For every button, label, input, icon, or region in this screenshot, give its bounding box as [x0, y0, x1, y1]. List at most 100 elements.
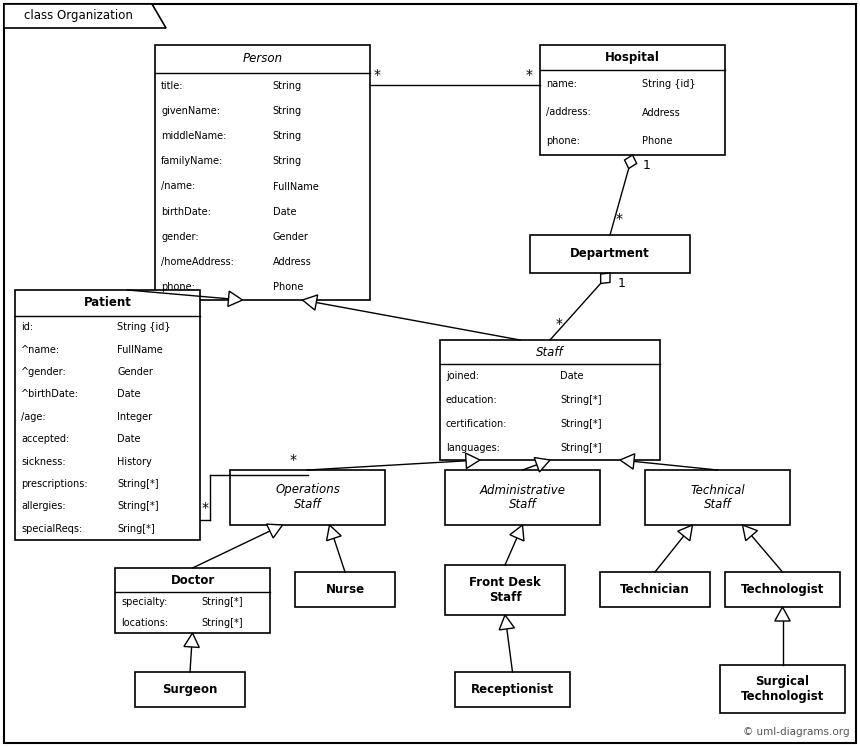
Text: String[*]: String[*]: [117, 501, 159, 512]
Text: FullName: FullName: [117, 344, 163, 355]
Text: /homeAddress:: /homeAddress:: [161, 257, 234, 267]
Text: class Organization: class Organization: [23, 10, 132, 22]
Text: *: *: [290, 453, 297, 467]
Text: Doctor: Doctor: [170, 574, 215, 586]
Text: certification:: certification:: [446, 419, 507, 429]
Text: middleName:: middleName:: [161, 131, 226, 141]
Bar: [15, 290, 200, 540]
Bar: [445, 470, 600, 525]
Polygon shape: [620, 453, 635, 469]
Text: String[*]: String[*]: [201, 618, 243, 627]
Polygon shape: [624, 155, 636, 169]
Text: String: String: [273, 131, 302, 141]
Text: Staff: Staff: [536, 346, 564, 359]
Text: String[*]: String[*]: [561, 419, 602, 429]
Text: Technician: Technician: [620, 583, 690, 596]
Text: sickness:: sickness:: [21, 456, 65, 467]
Polygon shape: [742, 525, 758, 541]
Text: FullName: FullName: [273, 182, 318, 191]
Text: Nurse: Nurse: [325, 583, 365, 596]
Text: Sring[*]: Sring[*]: [117, 524, 155, 534]
Polygon shape: [327, 525, 341, 541]
Bar: [445, 565, 565, 615]
Text: specialReqs:: specialReqs:: [21, 524, 83, 534]
Polygon shape: [775, 607, 790, 621]
Text: givenName:: givenName:: [161, 106, 220, 116]
Text: *: *: [556, 317, 563, 331]
Text: *: *: [526, 68, 533, 82]
Text: String: String: [273, 106, 302, 116]
Text: phone:: phone:: [546, 136, 580, 146]
Bar: [230, 470, 385, 525]
Polygon shape: [534, 458, 550, 472]
Text: *: *: [374, 68, 381, 82]
Bar: [645, 470, 790, 525]
Bar: [155, 45, 370, 300]
Text: String[*]: String[*]: [201, 598, 243, 607]
Polygon shape: [4, 4, 166, 28]
Polygon shape: [510, 525, 524, 541]
Bar: [440, 340, 660, 460]
Text: ^gender:: ^gender:: [21, 367, 67, 377]
Text: Surgical
Technologist: Surgical Technologist: [740, 675, 824, 703]
Text: languages:: languages:: [446, 443, 500, 453]
Text: String: String: [273, 156, 302, 167]
Bar: [455, 672, 570, 707]
Text: Technical
Staff: Technical Staff: [691, 483, 745, 512]
Polygon shape: [600, 273, 610, 283]
Text: History: History: [117, 456, 152, 467]
Text: String[*]: String[*]: [561, 395, 602, 405]
Text: name:: name:: [546, 79, 577, 89]
Text: © uml-diagrams.org: © uml-diagrams.org: [743, 727, 850, 737]
Text: Department: Department: [570, 247, 650, 261]
Text: Gender: Gender: [273, 232, 309, 242]
Text: accepted:: accepted:: [21, 434, 70, 444]
Text: phone:: phone:: [161, 282, 195, 292]
Text: Front Desk
Staff: Front Desk Staff: [469, 576, 541, 604]
Text: education:: education:: [446, 395, 498, 405]
Bar: [600, 572, 710, 607]
Bar: [540, 45, 725, 155]
Text: locations:: locations:: [121, 618, 168, 627]
Text: Gender: Gender: [117, 367, 153, 377]
Polygon shape: [303, 295, 317, 310]
Text: Patient: Patient: [83, 297, 132, 309]
Text: Operations
Staff: Operations Staff: [275, 483, 340, 512]
Text: specialty:: specialty:: [121, 598, 168, 607]
Text: familyName:: familyName:: [161, 156, 224, 167]
Text: String: String: [273, 81, 302, 90]
Text: Person: Person: [243, 52, 283, 66]
Text: /address:: /address:: [546, 108, 591, 117]
Text: id:: id:: [21, 322, 34, 332]
Text: Address: Address: [642, 108, 681, 117]
Text: *: *: [202, 501, 209, 515]
Text: Receptionist: Receptionist: [471, 683, 554, 696]
Text: /age:: /age:: [21, 412, 46, 422]
Text: allergies:: allergies:: [21, 501, 65, 512]
Text: Hospital: Hospital: [605, 51, 660, 64]
Bar: [720, 665, 845, 713]
Text: gender:: gender:: [161, 232, 199, 242]
Bar: [530, 235, 690, 273]
Text: Surgeon: Surgeon: [163, 683, 218, 696]
Text: Phone: Phone: [273, 282, 304, 292]
Text: prescriptions:: prescriptions:: [21, 479, 88, 489]
Text: /name:: /name:: [161, 182, 195, 191]
Text: Date: Date: [117, 434, 141, 444]
Text: ^birthDate:: ^birthDate:: [21, 389, 79, 400]
Text: 1: 1: [642, 159, 650, 172]
Text: ^name:: ^name:: [21, 344, 60, 355]
Text: Date: Date: [117, 389, 141, 400]
Text: title:: title:: [161, 81, 183, 90]
Bar: [725, 572, 840, 607]
Text: joined:: joined:: [446, 371, 479, 381]
Text: Technologist: Technologist: [740, 583, 824, 596]
Polygon shape: [465, 453, 480, 468]
Text: String {id}: String {id}: [642, 79, 696, 89]
Text: Address: Address: [273, 257, 311, 267]
Polygon shape: [228, 291, 243, 306]
Polygon shape: [184, 633, 200, 648]
Bar: [295, 572, 395, 607]
Text: birthDate:: birthDate:: [161, 207, 211, 217]
Text: Date: Date: [561, 371, 584, 381]
